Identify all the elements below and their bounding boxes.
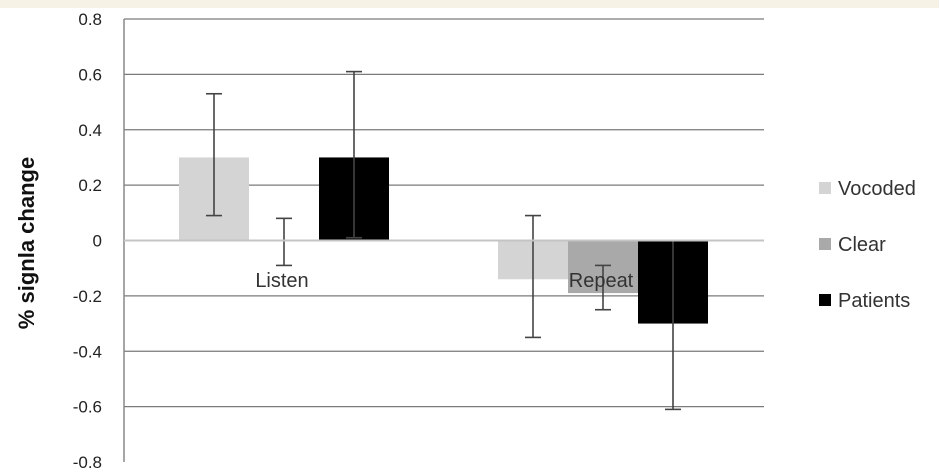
category-labels: Listen Repeat	[255, 270, 633, 292]
category-label-listen: Listen	[255, 270, 308, 292]
legend-label-vocoded: Vocoded	[838, 178, 916, 200]
top-band	[0, 0, 939, 8]
legend-swatch-patients	[819, 294, 831, 306]
y-tick-labels: 0.8 0.6 0.4 0.2 0 -0.2 -0.4 -0.6 -0.8	[73, 10, 102, 472]
legend-swatch-vocoded	[819, 182, 831, 194]
y-tick-label: 0.8	[78, 10, 102, 29]
y-tick-label: -0.4	[73, 342, 102, 361]
y-tick-label: -0.6	[73, 398, 102, 417]
legend-swatch-clear	[819, 238, 831, 250]
y-tick-label: -0.8	[73, 453, 102, 472]
legend-label-clear: Clear	[838, 234, 886, 256]
y-tick-label: -0.2	[73, 287, 102, 306]
y-axis-label: % signla change	[14, 157, 39, 329]
y-tick-label: 0.6	[78, 65, 102, 84]
y-tick-label: 0.4	[78, 121, 102, 140]
legend: Vocoded Clear Patients	[819, 178, 916, 312]
legend-label-patients: Patients	[838, 290, 910, 312]
y-tick-label: 0	[93, 232, 102, 251]
category-label-repeat: Repeat	[569, 270, 634, 292]
y-tick-label: 0.2	[78, 176, 102, 195]
